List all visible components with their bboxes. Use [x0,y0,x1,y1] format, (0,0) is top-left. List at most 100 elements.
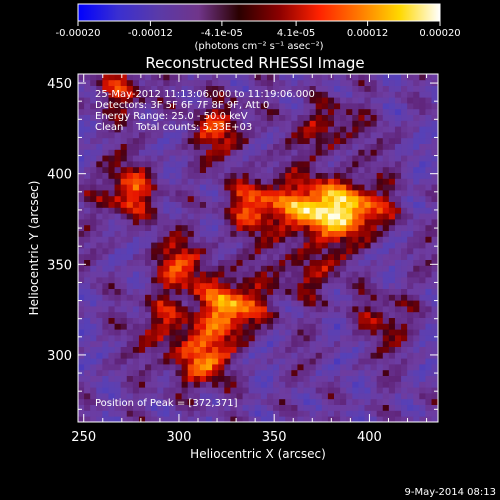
heatmap-cell [309,352,317,359]
heatmap-cell [126,219,134,226]
heatmap-cell [90,172,97,179]
heatmap-cell [254,358,262,365]
heatmap-cell [84,317,91,324]
heatmap-cell [175,224,183,231]
heatmap-cell [364,79,371,86]
heatmap-cell [90,236,97,243]
heatmap-cell [431,85,438,92]
heatmap-cell [431,161,438,168]
heatmap-cell [78,155,85,162]
heatmap-cell [218,253,225,260]
heatmap-cell [407,219,414,226]
heatmap-cell [242,253,250,260]
heatmap-cell [145,294,152,301]
heatmap-cell [163,410,170,417]
heatmap-cell [388,358,396,365]
heatmap-cell [419,340,426,347]
heatmap-cell [90,161,97,168]
heatmap-cell [230,248,237,255]
heatmap-cell [151,184,158,191]
heatmap-cell [212,224,219,231]
heatmap-cell [132,277,140,284]
heatmap-cell [163,79,170,86]
heatmap-cell [394,393,402,400]
heatmap-cell [224,253,231,260]
heatmap-cell [102,97,109,104]
heatmap-cell [102,242,109,249]
heatmap-cell [425,265,432,272]
heatmap-cell [425,271,432,278]
heatmap-cell [248,311,256,318]
heatmap-cell [370,132,378,139]
heatmap-cell [242,103,250,110]
heatmap-cell [327,114,335,121]
heatmap-cell [358,340,365,347]
heatmap-cell [437,282,438,289]
heatmap-cell [425,288,432,295]
heatmap-cell [401,265,408,272]
heatmap-cell [425,393,432,400]
heatmap-cell [394,132,402,139]
heatmap-cell [413,277,420,284]
heatmap-cell [291,335,298,342]
heatmap-cell [90,184,97,191]
heatmap-cell [181,253,189,260]
heatmap-cell [352,236,359,243]
heatmap-cell [90,346,97,353]
heatmap-cell [303,230,311,237]
colorbar-tick-labels: -0.00020 -0.00012 -4.1e-05 4.1e-05 0.00012 0.… [56,28,461,39]
heatmap-cell [364,213,371,220]
heatmap-cell [321,294,329,301]
heatmap-cell [340,248,347,255]
heatmap-cell [425,224,432,231]
heatmap-cell [340,253,347,260]
heatmap-cell [242,224,250,231]
heatmap-cell [352,393,359,400]
heatmap-cell [78,340,85,347]
heatmap-cell [126,271,134,278]
heatmap-cell [114,416,122,422]
heatmap-cell [206,172,213,179]
heatmap-cell [218,207,225,214]
heatmap-cell [157,335,164,342]
heatmap-cell [206,91,213,98]
heatmap-cell [291,404,298,411]
heatmap-cell [382,195,390,202]
heatmap-cell [376,277,384,284]
heatmap-cell [260,323,268,330]
heatmap-cell [218,404,225,411]
heatmap-cell [248,184,256,191]
heatmap-cell [138,114,146,121]
heatmap-cell [291,300,298,307]
heatmap-cell [157,282,164,289]
heatmap-cell [388,213,396,220]
heatmap-cell [382,317,390,324]
heatmap-cell [352,381,359,388]
heatmap-cell [376,335,384,342]
heatmap-cell [266,352,274,359]
heatmap-cell [260,364,268,371]
heatmap-cell [431,306,438,313]
heatmap-cell [388,375,396,382]
heatmap-cell [382,271,390,278]
heatmap-cell [303,340,311,347]
heatmap-cell [303,294,311,301]
heatmap-cell [108,178,115,185]
heatmap-cell [230,410,237,417]
heatmap-cell [169,97,176,104]
heatmap-cell [126,404,134,411]
heatmap-cell [242,201,250,208]
heatmap-cell [266,161,274,168]
heatmap-cell [126,398,134,405]
heatmap-cell [206,190,213,197]
heatmap-cell [151,91,158,98]
heatmap-cell [340,224,347,231]
heatmap-cell [315,120,323,127]
heatmap-cell [175,306,183,313]
heatmap-cell [102,126,109,133]
heatmap-cell [108,387,115,394]
heatmap-cell [321,271,329,278]
heatmap-cell [206,143,213,150]
heatmap-cell [212,120,219,127]
heatmap-cell [285,85,292,92]
